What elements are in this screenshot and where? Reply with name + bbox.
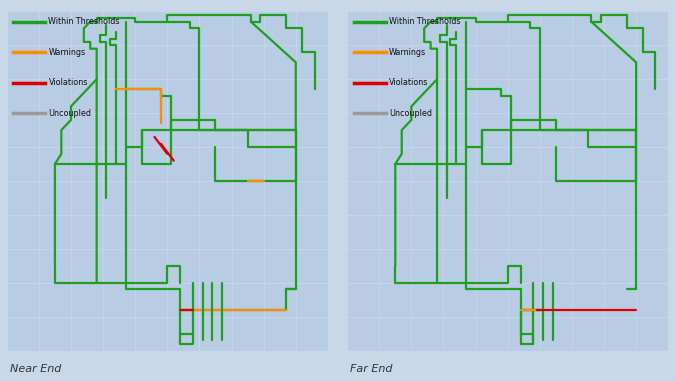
Text: Near End: Near End (10, 364, 61, 374)
Text: Warnings: Warnings (389, 48, 426, 57)
Text: Violations: Violations (389, 78, 428, 87)
Text: Uncoupled: Uncoupled (49, 109, 92, 118)
Text: Uncoupled: Uncoupled (389, 109, 432, 118)
Text: Within Thresholds: Within Thresholds (49, 17, 120, 26)
Text: Within Thresholds: Within Thresholds (389, 17, 460, 26)
Text: Violations: Violations (49, 78, 88, 87)
Text: Warnings: Warnings (49, 48, 86, 57)
Text: Far End: Far End (350, 364, 393, 374)
